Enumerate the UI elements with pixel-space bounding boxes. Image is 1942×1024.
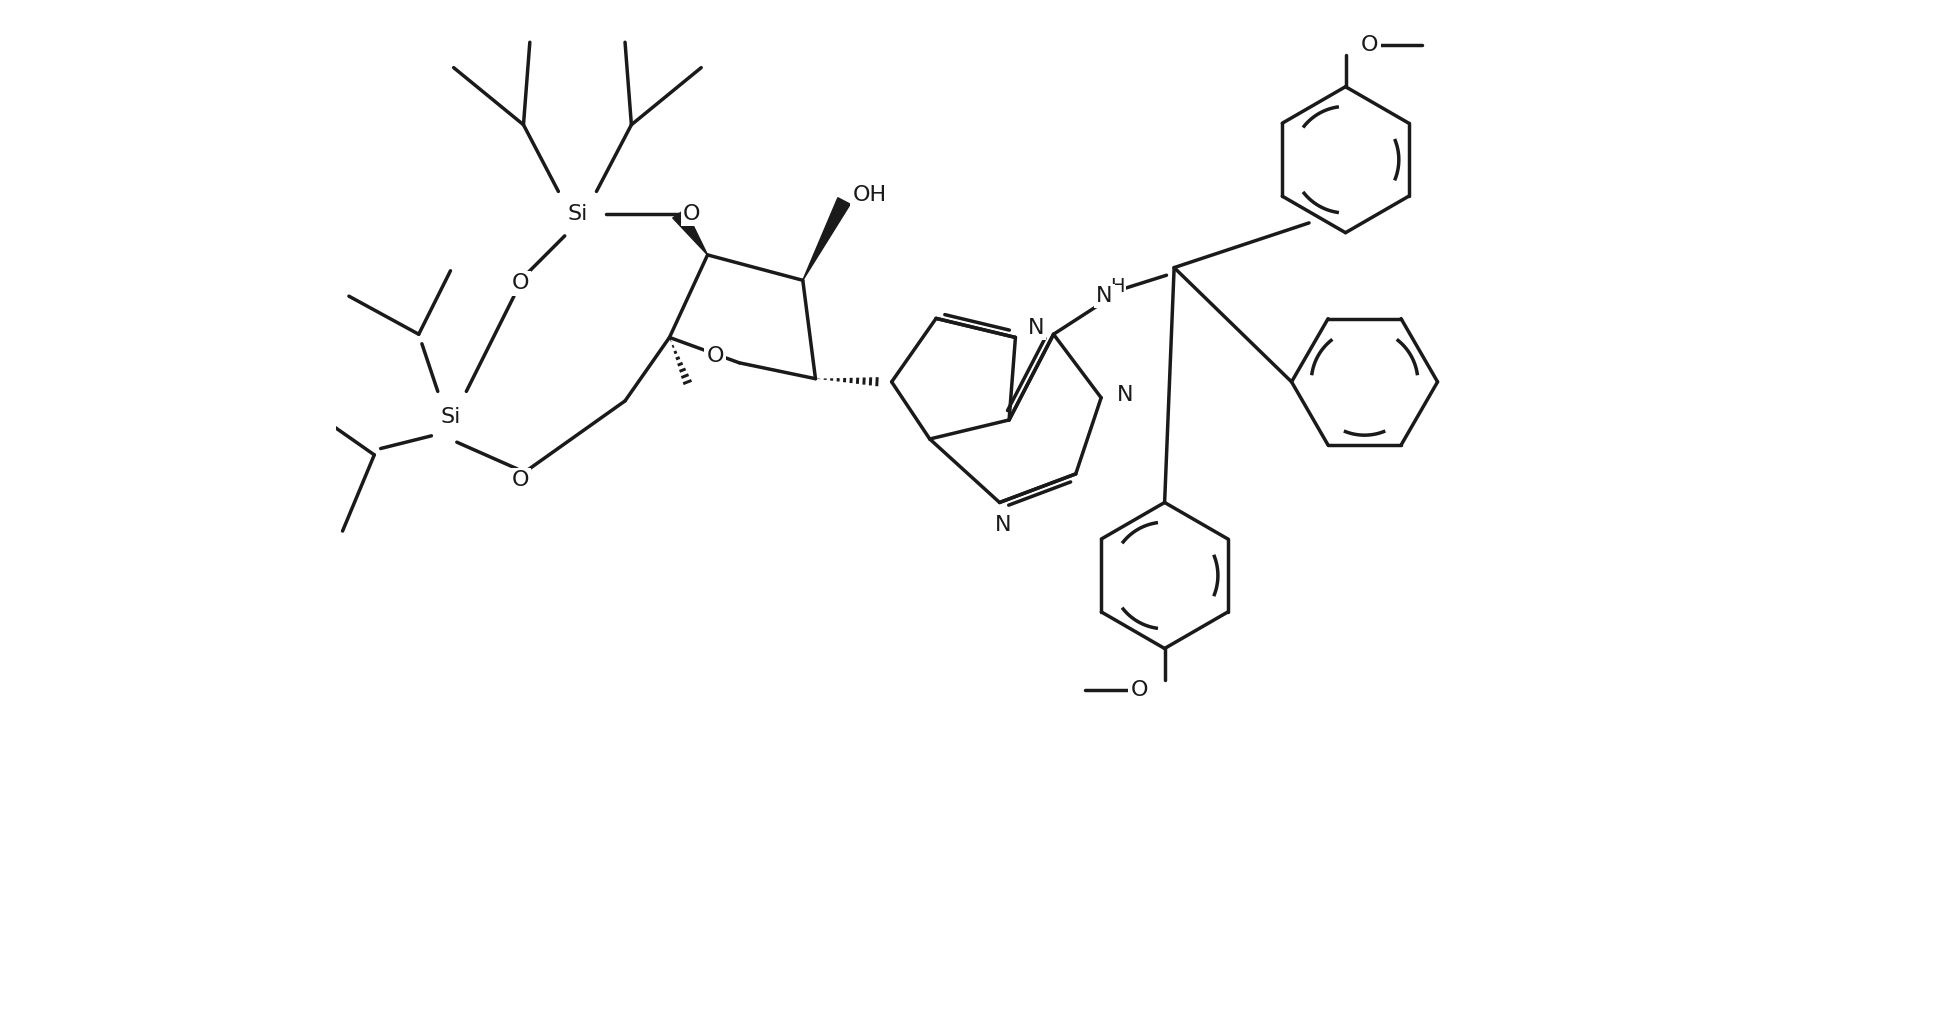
Text: O: O (1361, 36, 1379, 55)
Text: O: O (707, 346, 724, 367)
Text: H: H (1109, 278, 1124, 296)
Text: N: N (994, 515, 1012, 535)
Text: N: N (1027, 317, 1045, 338)
Text: N: N (1117, 385, 1134, 404)
Text: N: N (1095, 286, 1113, 306)
Text: O: O (511, 470, 528, 490)
Polygon shape (802, 198, 851, 281)
Text: OH: OH (853, 184, 886, 205)
Text: O: O (511, 273, 528, 294)
Text: O: O (684, 204, 701, 223)
Text: Si: Si (441, 407, 460, 427)
Text: Si: Si (567, 204, 588, 223)
Text: O: O (1130, 680, 1148, 699)
Polygon shape (672, 209, 707, 255)
